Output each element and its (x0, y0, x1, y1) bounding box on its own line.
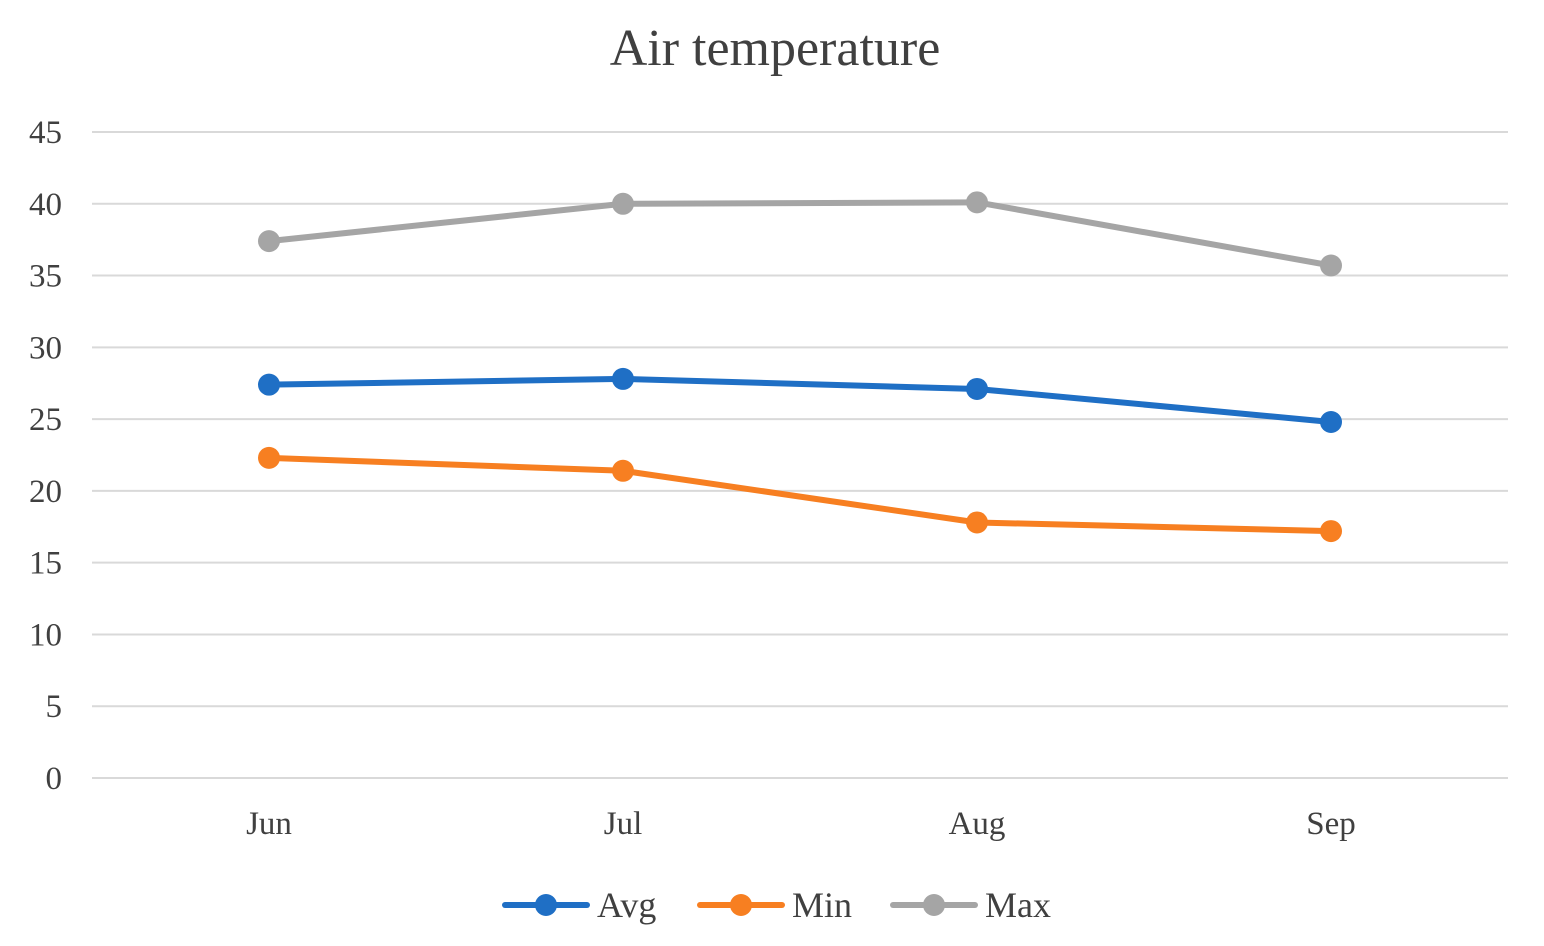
y-tick-label: 30 (29, 330, 62, 366)
y-tick-label: 20 (29, 474, 62, 510)
legend-marker (535, 894, 557, 916)
legend-label: Max (985, 885, 1051, 925)
data-point-min (966, 511, 988, 534)
x-axis-ticks: Jun Jul Aug Sep (246, 806, 1356, 842)
legend-marker (923, 894, 945, 916)
data-point-avg (612, 367, 634, 390)
data-point-max (966, 191, 988, 214)
legend: Avg Min Max (502, 885, 1051, 925)
y-tick-label: 35 (29, 259, 62, 295)
series-line-min (266, 454, 1334, 535)
series-line-avg (266, 375, 1334, 425)
data-point-min (612, 459, 634, 482)
legend-marker (730, 894, 752, 916)
y-tick-label: 10 (29, 617, 62, 653)
data-point-max (612, 192, 634, 215)
legend-item-max: Max (890, 885, 1051, 925)
data-point-max (258, 230, 280, 253)
x-tick-label: Sep (1306, 806, 1356, 842)
series (258, 191, 1342, 543)
data-point-max (1320, 254, 1342, 277)
series-line-max (266, 199, 1334, 269)
y-axis-ticks: 0 5 10 15 20 25 30 35 40 45 (29, 115, 62, 797)
series-avg (258, 367, 1342, 433)
data-point-avg (1320, 410, 1342, 433)
legend-item-avg: Avg (502, 885, 656, 925)
legend-label: Avg (597, 885, 656, 925)
x-tick-label: Aug (949, 806, 1006, 842)
y-tick-label: 40 (29, 187, 62, 223)
data-point-min (1320, 520, 1342, 543)
series-max (258, 191, 1342, 277)
x-tick-label: Jun (246, 806, 292, 842)
data-point-min (258, 446, 280, 469)
x-tick-label: Jul (604, 806, 643, 842)
y-tick-label: 15 (29, 546, 62, 582)
grid (92, 131, 1508, 779)
legend-label: Min (792, 885, 852, 925)
y-tick-label: 0 (46, 761, 63, 797)
y-tick-label: 25 (29, 402, 62, 438)
series-min (258, 446, 1342, 543)
data-point-avg (258, 373, 280, 396)
legend-item-min: Min (697, 885, 852, 925)
chart-title: Air temperature (610, 20, 941, 77)
data-point-avg (966, 377, 988, 400)
y-tick-label: 45 (29, 115, 62, 151)
y-tick-label: 5 (46, 689, 63, 725)
